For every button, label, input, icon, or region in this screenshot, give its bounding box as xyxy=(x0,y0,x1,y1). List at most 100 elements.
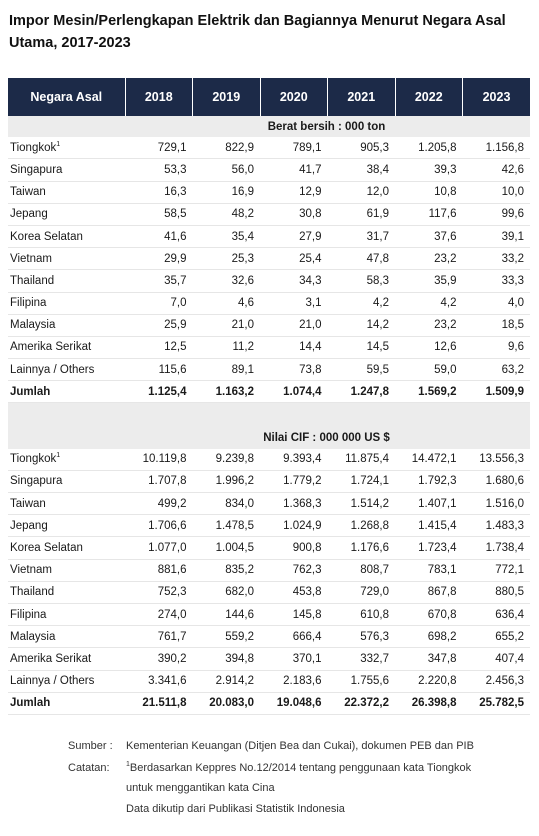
value-cell: 25,9 xyxy=(125,314,193,337)
table-row: Jepang 58,5 48,2 30,8 61,9 117,6 99,6 xyxy=(8,203,530,226)
total-value-cell: 1.247,8 xyxy=(327,380,395,404)
table-row: Thailand 752,3 682,0 453,8 729,0 867,8 880,5 xyxy=(8,581,530,604)
value-cell: 2.183,6 xyxy=(260,670,328,693)
section-spacer xyxy=(8,402,530,428)
country-name: Thailand xyxy=(10,274,55,287)
country-cell: Malaysia xyxy=(8,625,125,649)
value-cell: 2.220,8 xyxy=(395,670,463,693)
value-cell: 729,1 xyxy=(125,137,193,160)
value-cell: 145,8 xyxy=(260,603,328,627)
value-cell: 1.723,4 xyxy=(395,536,463,560)
country-name: Korea Selatan xyxy=(10,541,83,554)
total-row: Jumlah 21.511,8 20.083,0 19.048,6 22.372,2 26… xyxy=(8,692,530,715)
note-label: Catatan: xyxy=(68,762,110,774)
value-cell: 1.996,2 xyxy=(192,470,260,494)
value-cell: 34,3 xyxy=(260,269,328,293)
country-cell: Vietnam xyxy=(8,559,125,582)
country-name: Jepang xyxy=(10,208,48,221)
value-cell: 559,2 xyxy=(192,625,260,649)
spacer-cell xyxy=(462,402,530,428)
value-cell: 407,4 xyxy=(462,647,530,671)
country-name: Vietnam xyxy=(10,564,52,577)
value-cell: 89,1 xyxy=(192,358,260,382)
value-cell: 1.706,6 xyxy=(125,514,193,538)
value-cell: 834,0 xyxy=(192,492,260,516)
country-name: Thailand xyxy=(10,586,55,599)
value-cell: 655,2 xyxy=(462,625,530,649)
country-name: Korea Selatan xyxy=(10,230,83,243)
value-cell: 4,0 xyxy=(462,292,530,315)
value-cell: 11,2 xyxy=(192,336,260,360)
table-row: Singapura 53,3 56,0 41,7 38,4 39,3 42,6 xyxy=(8,158,530,182)
value-cell: 610,8 xyxy=(327,603,395,627)
country-name: Tiongkok xyxy=(10,141,57,154)
table-row: Tiongkok1 729,1 822,9 789,1 905,3 1.205,8 1.15… xyxy=(8,137,530,160)
value-cell: 39,3 xyxy=(395,158,463,182)
value-cell: 1.407,1 xyxy=(395,492,463,516)
value-cell: 25,3 xyxy=(192,247,260,271)
value-cell: 12,0 xyxy=(327,181,395,204)
value-cell: 35,7 xyxy=(125,269,193,293)
country-cell: Vietnam xyxy=(8,247,125,271)
value-cell: 835,2 xyxy=(192,559,260,582)
country-name: Amerika Serikat xyxy=(10,341,92,354)
import-table: Negara Asal 2018 2019 2020 2021 2022 202… xyxy=(8,78,530,715)
year-header: 2020 xyxy=(259,78,328,116)
value-cell: 1.755,6 xyxy=(327,670,395,693)
note-line2: untuk menggantikan kata Cina xyxy=(126,782,275,794)
total-value-cell: 22.372,2 xyxy=(327,692,395,715)
section-unit-label: Nilai CIF : 000 000 US $ xyxy=(125,427,530,449)
value-cell: 37,6 xyxy=(395,225,463,249)
value-cell: 1.738,4 xyxy=(462,536,530,560)
table-row: Lainnya / Others 115,6 89,1 73,8 59,5 59,0 63,… xyxy=(8,358,530,382)
country-cell: Singapura xyxy=(8,158,125,182)
spacer-cell xyxy=(395,402,463,428)
value-cell: 390,2 xyxy=(125,647,193,671)
value-cell: 33,2 xyxy=(462,247,530,271)
note-text-line1: 1Berdasarkan Keppres No.12/2014 tentang … xyxy=(126,761,471,774)
value-cell: 63,2 xyxy=(462,358,530,382)
value-cell: 9.393,4 xyxy=(260,448,328,471)
value-cell: 11.875,4 xyxy=(327,448,395,471)
value-cell: 4,2 xyxy=(327,292,395,315)
value-cell: 1.004,5 xyxy=(192,536,260,560)
country-name: Malaysia xyxy=(10,630,56,643)
value-cell: 73,8 xyxy=(260,358,328,382)
section-header-blank xyxy=(8,116,125,138)
value-cell: 752,3 xyxy=(125,581,193,604)
value-cell: 14,2 xyxy=(327,314,395,337)
value-cell: 48,2 xyxy=(192,203,260,226)
country-name: Lainnya / Others xyxy=(10,363,95,376)
value-cell: 9,6 xyxy=(462,336,530,360)
value-cell: 47,8 xyxy=(327,247,395,271)
source-label: Sumber : xyxy=(68,740,113,752)
value-cell: 1.514,2 xyxy=(327,492,395,516)
country-cell: Malaysia xyxy=(8,314,125,337)
value-cell: 1.024,9 xyxy=(260,514,328,538)
table-row: Taiwan 499,2 834,0 1.368,3 1.514,2 1.407,1 1.5… xyxy=(8,492,530,516)
table-row: Malaysia 25,9 21,0 21,0 14,2 23,2 18,5 xyxy=(8,314,530,337)
year-header: 2022 xyxy=(394,78,463,116)
value-cell: 14,5 xyxy=(327,336,395,360)
value-cell: 682,0 xyxy=(192,581,260,604)
value-cell: 35,9 xyxy=(395,269,463,293)
section-header-blank xyxy=(8,427,125,449)
year-header: 2019 xyxy=(192,78,260,116)
section-header-row: Berat bersih : 000 ton xyxy=(8,116,530,138)
value-cell: 274,0 xyxy=(125,603,193,627)
table-body: Berat bersih : 000 ton Tiongkok1 729,1 822,… xyxy=(8,116,530,715)
section-header-row: Nilai CIF : 000 000 US $ xyxy=(8,427,530,449)
value-cell: 41,7 xyxy=(260,158,328,182)
country-cell: Korea Selatan xyxy=(8,536,125,560)
value-cell: 729,0 xyxy=(327,581,395,604)
value-cell: 59,5 xyxy=(327,358,395,382)
value-cell: 905,3 xyxy=(327,137,395,160)
total-value-cell: 26.398,8 xyxy=(395,692,463,715)
value-cell: 61,9 xyxy=(327,203,395,226)
value-cell: 42,6 xyxy=(462,158,530,182)
value-cell: 53,3 xyxy=(125,158,193,182)
value-cell: 453,8 xyxy=(260,581,328,604)
country-name: Filipina xyxy=(10,297,47,310)
country-name: Vietnam xyxy=(10,252,52,265)
value-cell: 59,0 xyxy=(395,358,463,382)
